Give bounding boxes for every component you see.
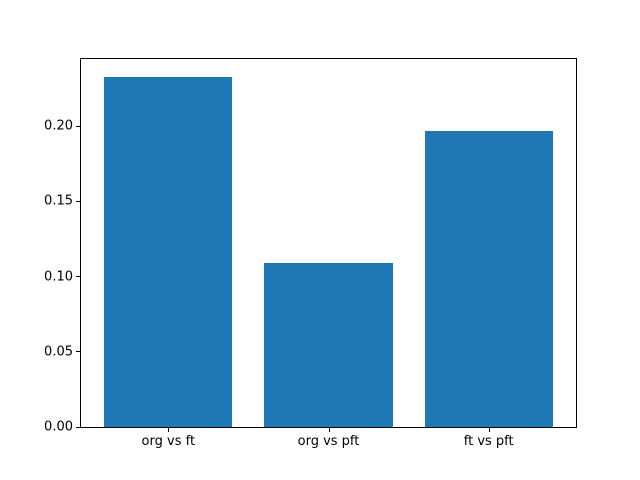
x-tick-mark bbox=[168, 428, 170, 432]
y-tick-label: 0.00 bbox=[44, 419, 73, 435]
bar-org-vs-ft bbox=[104, 76, 233, 427]
y-tick-mark bbox=[76, 125, 80, 127]
bar-ft-vs-pft bbox=[424, 130, 553, 427]
bar-org-vs-pft bbox=[264, 263, 393, 427]
y-tick-mark bbox=[76, 200, 80, 202]
y-tick-mark bbox=[76, 426, 80, 428]
plot-area: org vs ft org vs pft ft vs pft 0.00 0.05 0.10… bbox=[44, 58, 577, 448]
y-tick-mark bbox=[76, 276, 80, 278]
x-tick-label: org vs pft bbox=[297, 434, 360, 449]
x-tick-label: org vs ft bbox=[141, 434, 196, 449]
x-tick-mark bbox=[328, 428, 330, 432]
y-tick-label: 0.20 bbox=[44, 118, 73, 134]
x-tick-mark bbox=[488, 428, 490, 432]
x-tick-label: ft vs pft bbox=[463, 434, 514, 449]
y-tick-label: 0.10 bbox=[44, 269, 73, 285]
y-tick-mark bbox=[76, 351, 80, 353]
y-tick-label: 0.05 bbox=[44, 344, 73, 360]
y-tick-label: 0.15 bbox=[44, 193, 73, 209]
